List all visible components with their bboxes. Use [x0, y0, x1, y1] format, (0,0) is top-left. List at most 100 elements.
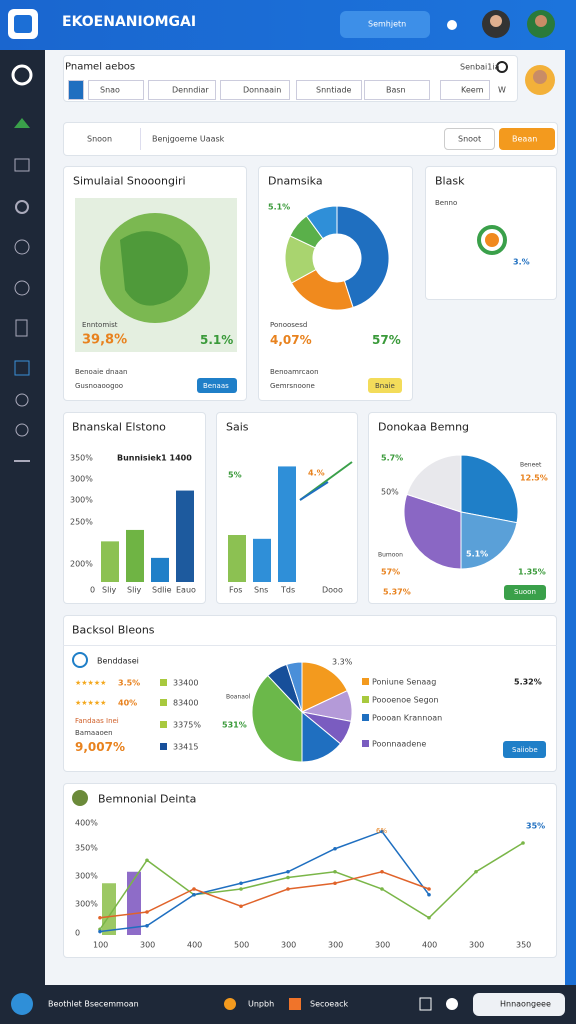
xlabels-1: Sns [254, 585, 269, 595]
tab[interactable] [148, 80, 216, 100]
pie-slice [251, 674, 303, 763]
tab[interactable] [220, 80, 290, 100]
yticks-4: 200% [70, 559, 93, 569]
search-label: Snoon [87, 134, 113, 144]
topbar-title: EKOENANIOMGAI [62, 14, 197, 30]
tabs-3: Snntiade [316, 85, 352, 95]
backsol-card-button: Saiiobe [512, 746, 538, 754]
bar [126, 529, 144, 582]
pie-slice [460, 454, 519, 524]
annotations-1: 6% [376, 827, 388, 835]
labels-5: Bumoon [378, 551, 403, 559]
topbar-button: Semhjetn [368, 19, 407, 29]
donut-segment [336, 205, 390, 309]
line-series [99, 842, 524, 930]
legend-swatch [362, 740, 369, 747]
0-number: 33400 [173, 678, 199, 688]
donut-card-top-label: 5.1% [268, 202, 291, 212]
map-card-button: Benaas [203, 382, 229, 390]
right-strip [565, 50, 576, 985]
yticks-3: 300% [75, 899, 98, 909]
xlabels-0: 100 [93, 940, 109, 950]
bar [101, 541, 119, 582]
tab[interactable] [68, 80, 84, 100]
donut-card-caption: Ponoosesd [270, 321, 308, 329]
yticks-4: 0 [75, 928, 81, 938]
xlabels-1: Sliy [102, 585, 117, 595]
0-value: 3.5% [118, 678, 141, 688]
search-button-orange[interactable] [499, 128, 555, 150]
tabs-5: Keem [461, 85, 484, 95]
legend-swatch [160, 743, 167, 750]
legend-2: Poooan Krannoan [372, 713, 443, 723]
blask-card-value: 3.% [513, 257, 530, 267]
pie-button[interactable] [504, 585, 546, 600]
legend-swatch [160, 679, 167, 686]
backsol-header [63, 645, 557, 646]
blask-card-sub: Benno [435, 199, 458, 207]
tab[interactable] [440, 80, 490, 100]
sidebar [0, 50, 45, 985]
decor [11, 10, 555, 1015]
xlabels-4: Eauo [176, 585, 196, 595]
annotations-0: 35% [526, 821, 546, 831]
yticks-2: 300% [70, 495, 93, 505]
labels-1: Beneet [520, 461, 542, 469]
legend-swatch [362, 696, 369, 703]
tabs-1: Denndiar [172, 85, 209, 95]
buttons-1: Beaan [512, 134, 538, 144]
tab[interactable] [88, 80, 144, 100]
xlabels-7: 400 [422, 940, 438, 950]
yticks-0: 350% [70, 453, 93, 463]
xlabels-2: Sliy [127, 585, 142, 595]
legend-swatch [362, 714, 369, 721]
xlabels-0: Fos [229, 585, 243, 595]
items-0: Unpbh [248, 999, 275, 1009]
search-button[interactable] [444, 128, 495, 150]
xlabels-1: 300 [140, 940, 156, 950]
legend-swatch [362, 678, 369, 685]
xlabels-0: 0 [90, 585, 96, 595]
bottom-button: Hnnaongeee [500, 999, 551, 1009]
blask-card-title: Blask [435, 174, 465, 188]
tabs-0: Snao [100, 85, 120, 95]
tab[interactable] [296, 80, 362, 100]
labels-4: 5.1% [466, 549, 489, 559]
notes-0: Benoamrcaon [270, 368, 319, 376]
3-number: 33415 [173, 742, 199, 752]
line-series [99, 870, 430, 919]
bar [127, 871, 141, 935]
toolbar-card [63, 55, 518, 102]
toolbar-status: Senbai1ia [460, 62, 500, 72]
map-button[interactable] [197, 378, 237, 393]
sais-card-value: 5% [228, 470, 242, 480]
backsol-card-header: Benddasei [97, 656, 139, 666]
tabs-6: W [498, 85, 506, 95]
labels-7: 1.35% [518, 567, 546, 577]
backsol-card-top-label: 3.3% [332, 657, 353, 667]
backsol-button[interactable] [503, 741, 546, 758]
pie-slice [460, 511, 518, 570]
pie-slice [285, 661, 303, 713]
bar-card-legend: Bunnisiek1 1400 [117, 453, 192, 463]
top-button[interactable] [340, 11, 430, 38]
blask-card [425, 166, 557, 300]
notes-1: Gemrsnoone [270, 382, 315, 390]
xlabels-3: Sdlie [152, 585, 172, 595]
bar [228, 535, 246, 582]
2-label: Fandaas Inei [75, 717, 119, 725]
legend-0: Poniune Senaag [372, 677, 437, 687]
pie-slice [406, 454, 462, 513]
search-field[interactable] [140, 128, 440, 150]
tabs-4: Basn [386, 85, 406, 95]
donut-button[interactable] [368, 378, 402, 393]
bottom-button[interactable] [473, 993, 565, 1016]
tab[interactable] [364, 80, 430, 100]
xlabels-2: Tds [281, 585, 296, 595]
donut-card-title: Dnamsika [268, 174, 323, 188]
xlabels-9: 350 [516, 940, 532, 950]
bar [151, 557, 169, 582]
backsol-card-title: Backsol Bleons [72, 623, 155, 637]
pie-card-button: Suoon [514, 588, 536, 596]
donut-card-value2: 57% [372, 333, 401, 347]
